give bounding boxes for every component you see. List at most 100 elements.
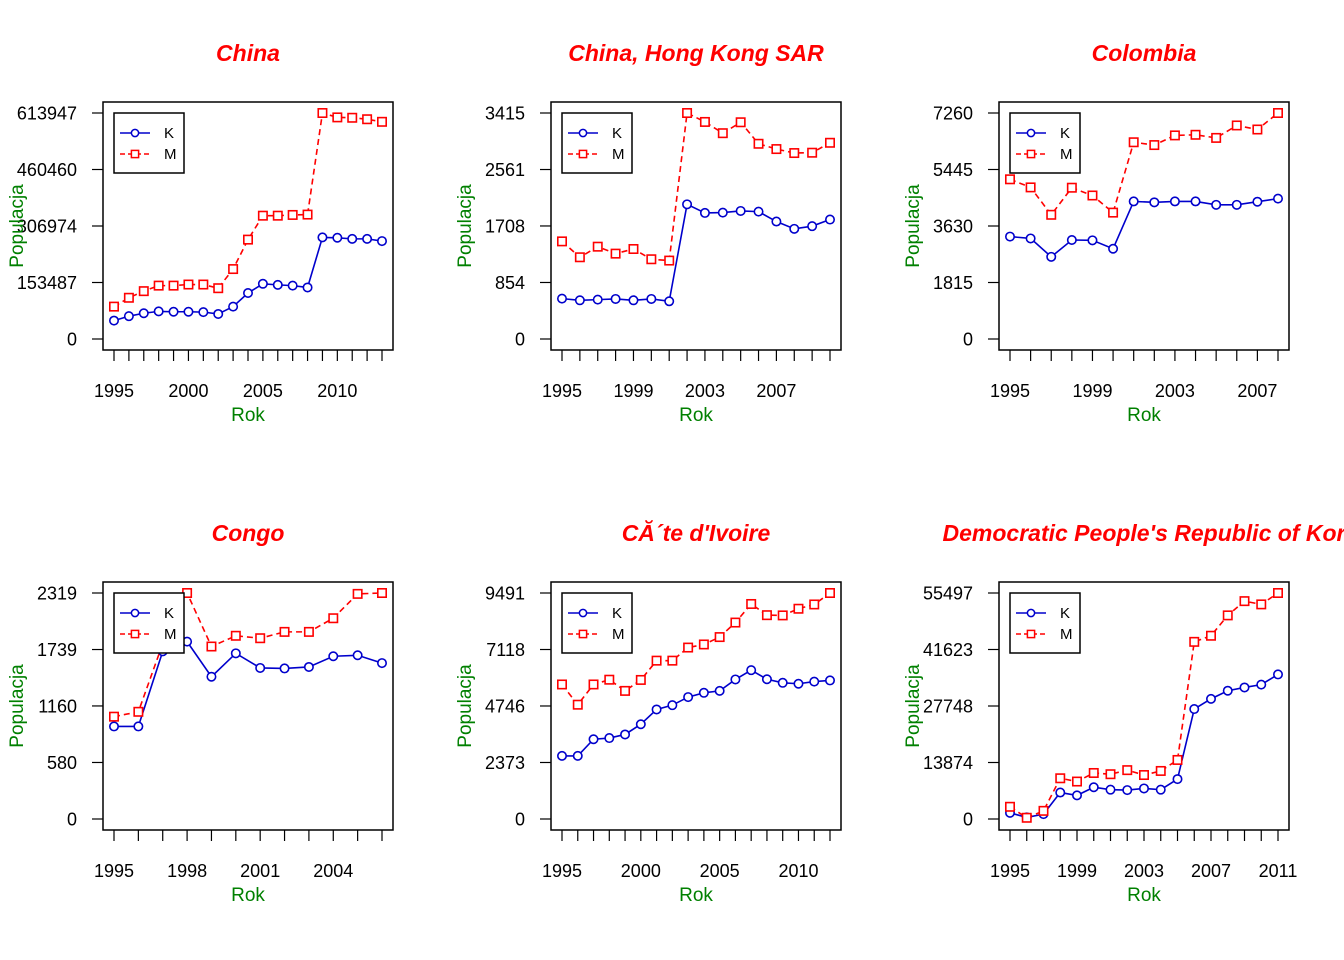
legend: KM bbox=[561, 592, 633, 654]
data-point bbox=[272, 210, 283, 221]
data-point bbox=[1087, 235, 1098, 246]
data-point bbox=[347, 233, 358, 244]
data-point bbox=[1105, 784, 1116, 795]
data-point bbox=[213, 283, 224, 294]
data-point bbox=[1273, 108, 1284, 119]
y-tick-label: 613947 bbox=[17, 104, 77, 124]
x-tick-label: 2011 bbox=[1259, 861, 1298, 881]
legend-label: K bbox=[1060, 125, 1070, 142]
data-point bbox=[303, 661, 314, 672]
data-point bbox=[138, 286, 149, 297]
x-tick-label: 2003 bbox=[1124, 861, 1164, 881]
data-point bbox=[1172, 774, 1183, 785]
series-k bbox=[109, 636, 387, 732]
legend-swatch-marker bbox=[1026, 128, 1036, 138]
data-point bbox=[746, 598, 757, 609]
x-tick-label: 2007 bbox=[1237, 381, 1277, 401]
data-point bbox=[1239, 682, 1250, 693]
data-point bbox=[1206, 693, 1217, 704]
data-point bbox=[699, 116, 710, 127]
data-point bbox=[230, 630, 241, 641]
data-point bbox=[1055, 773, 1066, 784]
data-point bbox=[376, 587, 387, 598]
data-point bbox=[730, 674, 741, 685]
legend-swatch-marker bbox=[1026, 629, 1036, 639]
data-point bbox=[123, 311, 134, 322]
data-point bbox=[824, 587, 835, 598]
data-point bbox=[1231, 199, 1242, 210]
chart-panel-4: Congo 1995 1998 2001 2004 0 580 1160 1739 2319 Rok… bbox=[7, 520, 394, 906]
data-point bbox=[771, 144, 782, 155]
y-tick-label: 1815 bbox=[933, 273, 973, 293]
data-point bbox=[228, 264, 239, 275]
y-tick-label: 55497 bbox=[923, 584, 973, 604]
chart-title: Colombia bbox=[1092, 40, 1197, 66]
data-point bbox=[664, 255, 675, 266]
data-point bbox=[1273, 669, 1284, 680]
series-line bbox=[113, 591, 383, 718]
data-point bbox=[777, 677, 788, 688]
series-k bbox=[1004, 669, 1284, 823]
data-point bbox=[1025, 182, 1036, 193]
data-point bbox=[714, 685, 725, 696]
data-point bbox=[714, 632, 725, 643]
data-point bbox=[1211, 199, 1222, 210]
data-point bbox=[1087, 190, 1098, 201]
data-point bbox=[183, 279, 194, 290]
data-point bbox=[1108, 207, 1119, 218]
data-point bbox=[287, 209, 298, 220]
y-tick-label: 13874 bbox=[923, 753, 973, 773]
series-line bbox=[561, 203, 831, 303]
data-point bbox=[153, 280, 164, 291]
y-axis-label: Populacja bbox=[455, 664, 476, 748]
data-point bbox=[1066, 182, 1077, 193]
y-axis-label: Populacja bbox=[903, 184, 924, 268]
x-tick-label: 1999 bbox=[613, 381, 653, 401]
data-point bbox=[1273, 587, 1284, 598]
data-point bbox=[243, 234, 254, 245]
data-point bbox=[1222, 610, 1233, 621]
data-point bbox=[717, 207, 728, 218]
y-tick-label: 1708 bbox=[485, 216, 525, 236]
data-point bbox=[302, 209, 313, 220]
legend-swatch-marker bbox=[130, 608, 140, 618]
data-point bbox=[1139, 783, 1150, 794]
data-point bbox=[1256, 679, 1267, 690]
y-tick-label: 854 bbox=[495, 273, 525, 293]
legend-label: M bbox=[612, 146, 625, 163]
chart-panel-2: China, Hong Kong SAR 1995 1999 2003 2007 0 854… bbox=[455, 40, 842, 426]
data-point bbox=[588, 734, 599, 745]
data-point bbox=[1038, 805, 1049, 816]
data-point bbox=[133, 721, 144, 732]
chart-panel-3: Colombia 1995 1999 2003 2007 0 1815 3630 5445 726… bbox=[903, 40, 1290, 426]
data-point bbox=[761, 674, 772, 685]
data-point bbox=[1072, 790, 1083, 801]
y-tick-label: 2319 bbox=[37, 584, 77, 604]
data-point bbox=[651, 704, 662, 715]
x-axis-label: Rok bbox=[679, 405, 713, 426]
data-point bbox=[303, 626, 314, 637]
legend-swatch-marker bbox=[578, 149, 588, 159]
series-k bbox=[109, 232, 387, 326]
series-m bbox=[1004, 587, 1284, 823]
x-tick-label: 1995 bbox=[990, 381, 1030, 401]
data-point bbox=[646, 254, 657, 265]
legend: KM bbox=[561, 112, 633, 174]
data-point bbox=[717, 128, 728, 139]
data-point bbox=[1025, 233, 1036, 244]
data-point bbox=[198, 279, 209, 290]
data-point bbox=[667, 700, 678, 711]
data-point bbox=[328, 613, 339, 624]
data-point bbox=[604, 733, 615, 744]
y-tick-label: 1160 bbox=[38, 696, 77, 716]
data-point bbox=[255, 633, 266, 644]
data-point bbox=[682, 199, 693, 210]
data-point bbox=[1149, 140, 1160, 151]
data-point bbox=[1088, 782, 1099, 793]
data-point bbox=[1252, 124, 1263, 135]
data-point bbox=[302, 282, 313, 293]
data-point bbox=[574, 252, 585, 263]
data-point bbox=[809, 676, 820, 687]
data-point bbox=[1189, 704, 1200, 715]
